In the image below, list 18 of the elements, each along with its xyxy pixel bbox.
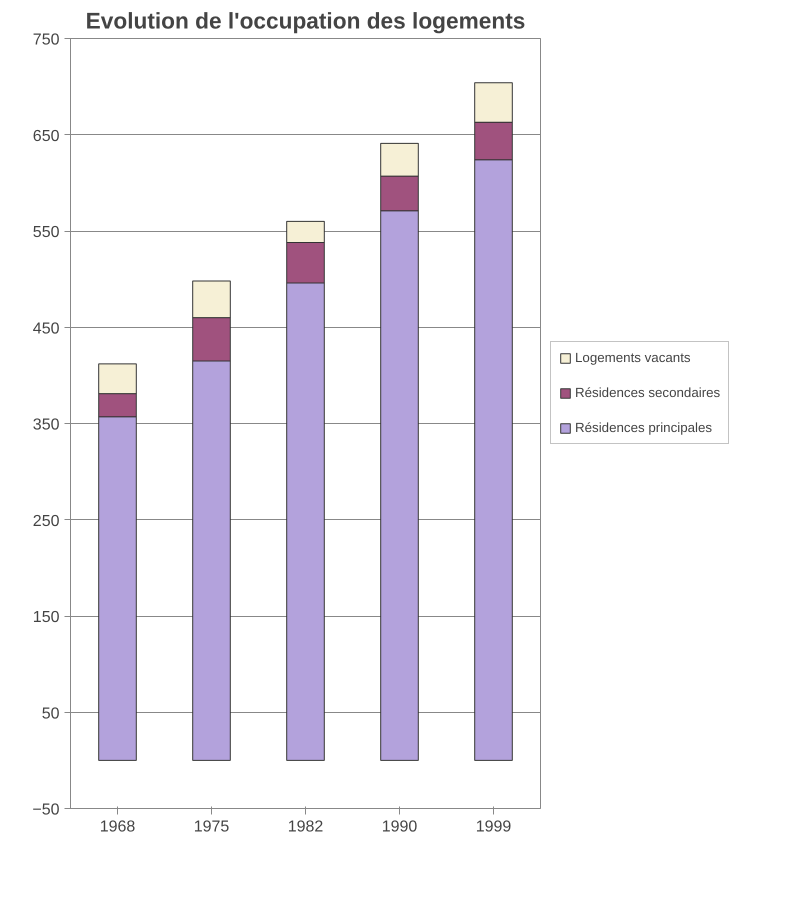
- x-tick-label: 1975: [194, 818, 230, 836]
- y-tick-label: −50: [32, 802, 60, 818]
- y-tick-label: 750: [32, 32, 60, 48]
- y-tick-label: 550: [32, 224, 60, 241]
- chart-title: Evolution de l'occupation des logements: [86, 8, 526, 34]
- legend-label: Logements vacants: [575, 350, 691, 365]
- x-tick-label: 1999: [476, 818, 512, 836]
- y-tick-label: 350: [32, 416, 60, 434]
- y-tick-label: 650: [32, 128, 60, 145]
- legend-label: Résidences secondaires: [575, 385, 720, 400]
- y-tick-label: 250: [32, 512, 60, 530]
- y-tick-label: 450: [32, 320, 60, 338]
- y-tick-label: 150: [32, 609, 60, 626]
- y-tick-label: 50: [42, 705, 60, 722]
- x-tick-label: 1990: [382, 818, 418, 836]
- x-tick-label: 1968: [100, 818, 136, 836]
- legend-label: Résidences principales: [575, 420, 712, 435]
- x-tick-label: 1982: [288, 818, 324, 836]
